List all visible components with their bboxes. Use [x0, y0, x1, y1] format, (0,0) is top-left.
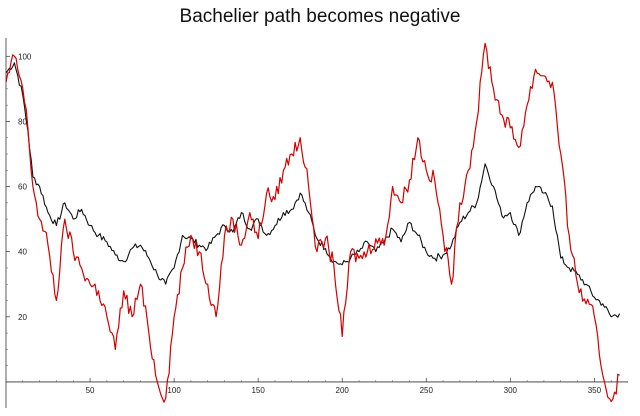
y-tick-label: 40 — [18, 248, 27, 257]
y-tick-label: 80 — [18, 117, 27, 126]
x-tick-label: 250 — [420, 386, 434, 395]
y-tick-label: 20 — [18, 313, 27, 322]
x-tick-label: 300 — [504, 386, 518, 395]
series-layer — [5, 42, 621, 403]
x-tick-label: 150 — [251, 386, 265, 395]
series-line-black — [5, 62, 621, 318]
chart-title: Bachelier path becomes negative — [180, 6, 461, 27]
x-tick-label: 100 — [167, 386, 181, 395]
y-tick-label: 100 — [18, 52, 32, 61]
y-tick-label: 60 — [18, 183, 27, 192]
x-tick-label: 200 — [336, 386, 350, 395]
x-tick-label: 50 — [86, 386, 95, 395]
series-line-red — [5, 42, 620, 403]
axes: 50 100 150 200 250 300 350 20 40 60 80 100 — [5, 38, 628, 408]
x-tick-label: 350 — [588, 386, 602, 395]
